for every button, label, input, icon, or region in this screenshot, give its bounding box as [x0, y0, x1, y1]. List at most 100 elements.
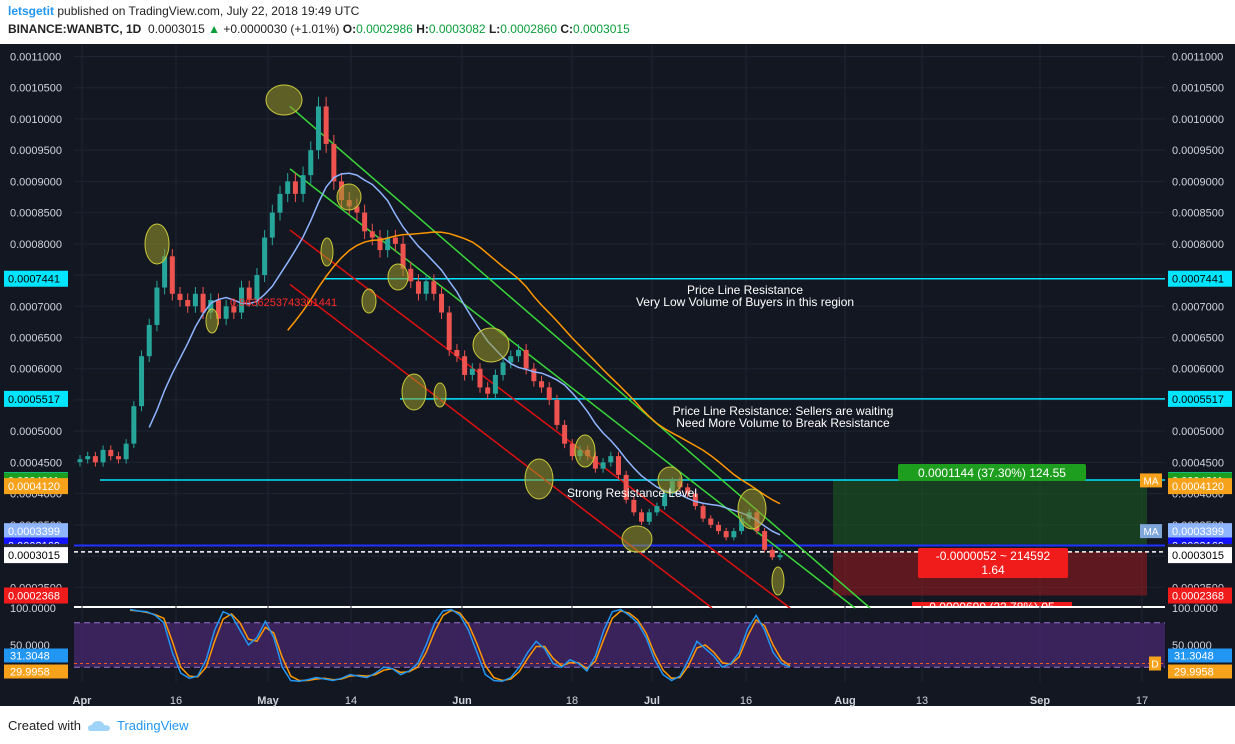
x-tick-label: Aug: [834, 695, 855, 707]
highlight-ellipse: [737, 488, 767, 530]
x-tick-label: 13: [916, 695, 928, 707]
candle-body: [223, 306, 229, 319]
candle-body: [208, 300, 214, 313]
y-tick-label-left: 0.0008500: [10, 208, 62, 220]
candle-body: [269, 212, 275, 238]
stoch-band: [74, 622, 1165, 668]
highlight-ellipse: [361, 288, 377, 314]
candle-body: [377, 237, 383, 251]
channel-ratio-label: 0.9636253743301441: [230, 297, 337, 309]
annotation-low-volume: Very Low Volume of Buyers in this region: [636, 295, 854, 309]
candle-body: [239, 287, 245, 313]
green-channel-line-upper: [289, 105, 871, 609]
y-tick-label-left: 0.0005000: [10, 426, 62, 438]
highlight-ellipse: [472, 327, 510, 363]
price-chart[interactable]: 0.0011000 0.0011000 0.0010500 0.0010500 0.00…: [0, 40, 1235, 712]
price-label-left: [4, 390, 68, 407]
author-link[interactable]: letsgetit: [8, 4, 55, 18]
candle-body: [200, 293, 206, 313]
candle-body: [300, 175, 306, 194]
y-tick-label-right: 0.0007000: [1172, 301, 1224, 313]
price-label-left-text: 0.0007441: [8, 274, 60, 286]
y-tick-label-right: 0.0010000: [1172, 114, 1224, 126]
right-axis-bg: [1165, 44, 1235, 682]
y-tick-label-left: 0.0011000: [10, 51, 61, 63]
candle-body: [777, 555, 783, 558]
ma-tag-blue: [1140, 524, 1162, 539]
highlight-ellipse: [205, 308, 219, 334]
price-label-right: [1168, 270, 1232, 287]
x-tick-label: Jul: [644, 695, 660, 707]
tradingview-link[interactable]: TradingView: [116, 718, 189, 733]
candle-body: [92, 456, 98, 463]
y-tick-label-left: 0.0010000: [10, 114, 62, 126]
candle-body: [192, 293, 198, 307]
candle-body: [523, 349, 529, 369]
publish-line: letsgetit published on TradingView.com, …: [8, 4, 359, 18]
candle-body: [739, 518, 745, 532]
candle-body: [415, 281, 421, 294]
candle-body: [154, 287, 160, 325]
candle-body: [708, 518, 714, 525]
annotation-need-volume: Need More Volume to Break Resistance: [676, 416, 890, 430]
candle-body: [123, 443, 129, 460]
candle-body: [700, 506, 706, 519]
candle-body: [85, 456, 91, 460]
stoch-value-left-text: 29.9958: [10, 667, 50, 679]
candle-body: [285, 181, 291, 194]
candle-body: [562, 424, 568, 444]
candle-body: [531, 368, 537, 382]
candle-body: [615, 456, 621, 475]
y-tick-label-left: 0.0007000: [10, 301, 62, 313]
stoch-value-left: [4, 664, 68, 679]
up-arrow-icon: ▲: [208, 22, 220, 36]
price-label-right-text: 0.0002368: [1172, 591, 1224, 603]
highlight-ellipse: [144, 223, 170, 265]
loss-measure-ratio: 1.64: [981, 563, 1005, 577]
profit-measure-box: [898, 464, 1086, 481]
tradingview-logo-icon: [87, 720, 110, 731]
profit-measure-text: 0.0001144 (37.30%) 124.55: [918, 466, 1066, 480]
x-tick-label: Sep: [1030, 695, 1050, 707]
candle-body: [177, 293, 183, 301]
footer: Created with TradingView: [8, 718, 189, 733]
candle-body: [477, 368, 483, 388]
price-label-right-text: 0.0004120: [1172, 481, 1224, 493]
highlight-ellipse: [387, 263, 409, 291]
profit-zone: [833, 479, 1147, 546]
x-tick-label: Jun: [452, 695, 472, 707]
x-tick-label: 16: [170, 695, 182, 707]
price-label-right-text: 0.0003399: [1172, 526, 1224, 538]
candle-body: [408, 268, 414, 282]
red-channel-line-lower: [289, 283, 713, 609]
y-tick-label-right: 0.0005000: [1172, 426, 1224, 438]
candle-body: [423, 281, 429, 294]
candle-body: [115, 456, 121, 460]
candle-body: [362, 212, 368, 232]
highlight-ellipse: [574, 434, 596, 468]
open-value: 0.0002986: [356, 22, 413, 36]
x-tick-label: 18: [566, 695, 578, 707]
candle-body: [369, 231, 375, 238]
y-tick-label-right: 0.0008500: [1172, 208, 1224, 220]
y-tick-label-right: 0.0006000: [1172, 364, 1224, 376]
candle-body: [431, 281, 437, 294]
candle-body: [446, 312, 452, 350]
candle-body: [262, 237, 268, 276]
price-label-left-text: 0.0003015: [8, 550, 60, 562]
green-channel-line-lower: [289, 168, 856, 609]
time-axis-bg: [0, 682, 1235, 706]
y-tick-label-right: 0.0006500: [1172, 332, 1224, 344]
candle-body: [246, 287, 252, 301]
candle-body: [331, 143, 337, 182]
symbol-label: BINANCE:WANBTC, 1D: [8, 22, 142, 36]
close-label: C:: [560, 22, 574, 36]
candle-body: [439, 293, 445, 313]
loss-measure-box: [918, 548, 1068, 578]
candle-body: [608, 456, 614, 463]
ohlc-line: BINANCE:WANBTC, 1D 0.0003015 ▲ +0.000003…: [8, 22, 630, 36]
published-text: published on TradingView.com, July 22, 2…: [57, 4, 360, 18]
stoch-value-right: [1168, 648, 1232, 663]
candle-body: [546, 387, 552, 400]
low-value: 0.0002860: [500, 22, 557, 36]
